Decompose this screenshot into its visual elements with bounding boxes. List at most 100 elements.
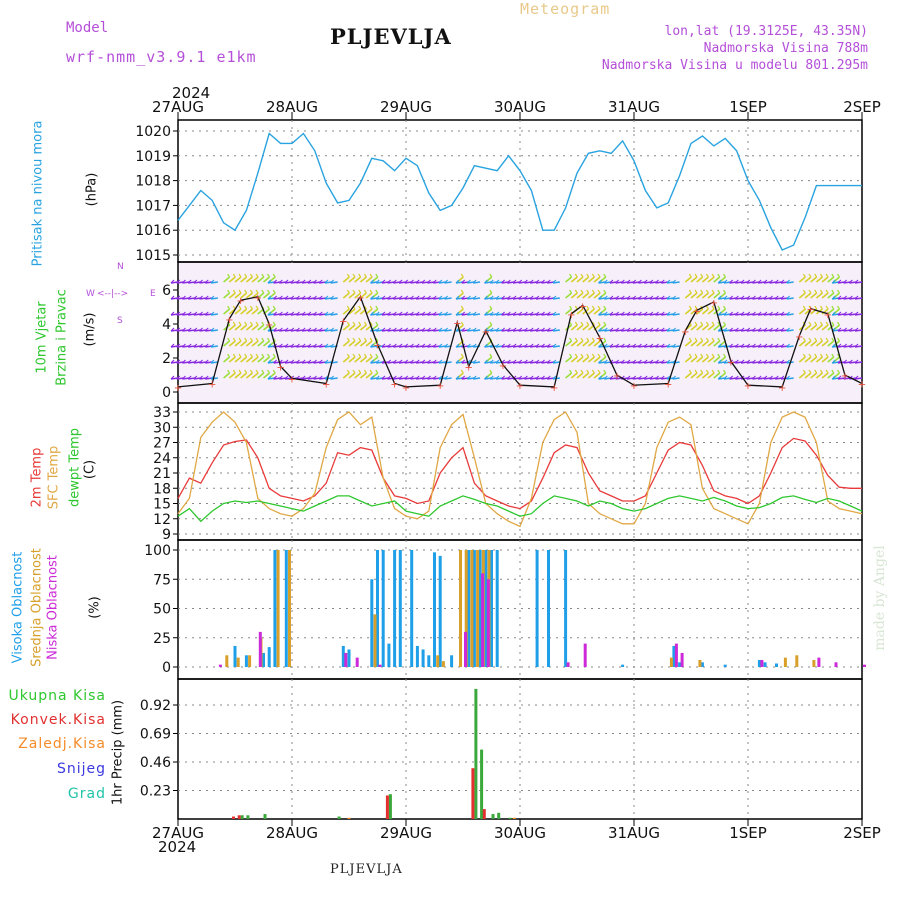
- wind-barb: [690, 356, 698, 363]
- wind-barb-flag: [506, 359, 511, 364]
- wind-barb-flag: [472, 343, 477, 348]
- wind-barb-flag: [723, 353, 726, 358]
- wind-barb: [798, 292, 806, 299]
- low-cloud-bar: [674, 643, 678, 667]
- wind-barb-flag: [193, 375, 198, 380]
- wind-barb-flag: [512, 343, 517, 348]
- wind-barb-flag: [170, 295, 175, 300]
- wind-barb-flag: [346, 289, 350, 294]
- wind-barb: [359, 276, 367, 283]
- wind-barb-flag: [261, 353, 265, 358]
- wind-barb: [672, 329, 680, 332]
- wind-barb-flag: [854, 279, 859, 284]
- wind-barb-flag: [398, 375, 403, 380]
- wind-barb-flag: [843, 343, 848, 348]
- wind-barb-flag: [819, 321, 823, 326]
- wind-barb-flag: [421, 375, 426, 380]
- wind-barb-flag: [199, 295, 203, 300]
- wind-barb-flag: [455, 359, 460, 364]
- high-cloud-bar: [467, 550, 471, 667]
- wind-barb-flag: [290, 327, 295, 332]
- wind-barb-flag: [802, 289, 806, 294]
- wind-barb-flag: [580, 337, 584, 342]
- wind-barb-flag: [541, 279, 545, 284]
- mid-cloud-bar: [470, 550, 474, 667]
- wind-barb-flag: [232, 369, 236, 374]
- wind-barb: [223, 308, 231, 315]
- wind-barb-flag: [375, 327, 380, 332]
- wind-gust-marker: +: [225, 315, 233, 326]
- wind-barb-flag: [603, 279, 608, 284]
- wind-barb-flag: [786, 279, 791, 284]
- wind-barb-flag: [649, 375, 654, 380]
- wind-barb-flag: [398, 327, 403, 332]
- wind-barb: [444, 281, 452, 284]
- wind-barb-flag: [729, 279, 734, 284]
- wind-barb-flag: [176, 279, 181, 284]
- wind-barb: [713, 292, 721, 299]
- wind-barb-flag: [444, 327, 449, 332]
- wind-barb: [713, 356, 721, 363]
- wind-barb-flag: [825, 321, 829, 326]
- wind-barb: [565, 340, 573, 347]
- wind-barb-flag: [421, 343, 426, 348]
- wind-gust-marker: +: [664, 380, 672, 391]
- wind-barb-flag: [603, 343, 608, 348]
- wind-barb-flag: [255, 321, 259, 326]
- high-cloud-bar: [376, 550, 379, 667]
- wind-barb: [262, 292, 271, 299]
- wind-barb: [342, 292, 350, 299]
- high-cloud-bar: [723, 664, 727, 667]
- x-tick-label-top: 29AUG: [380, 98, 432, 116]
- wind-barb-flag: [598, 311, 602, 316]
- wind-barb-flag: [586, 337, 590, 342]
- wind-barb-flag: [199, 375, 203, 380]
- wind-barb-flag: [694, 289, 698, 294]
- wind-barb: [472, 329, 481, 332]
- wind-barb-flag: [273, 375, 278, 380]
- wind-barb-flag: [267, 353, 270, 358]
- wind-barb-flag: [472, 311, 477, 316]
- y-tick-label: 21: [153, 466, 171, 482]
- wind-barb-flag: [369, 337, 373, 342]
- wind-barb-flag: [472, 279, 477, 284]
- wind-barb: [472, 297, 481, 300]
- wind-barb-flag: [375, 311, 380, 316]
- wind-barb-flag: [694, 337, 698, 342]
- sfc-temp-label: SFC Temp: [46, 445, 62, 510]
- wind-barb-flag: [763, 359, 768, 364]
- wind-barb-flag: [541, 343, 545, 348]
- wind-barb-flag: [802, 353, 806, 358]
- mid-cloud-bar: [436, 655, 440, 667]
- wind-barb-flag: [603, 375, 608, 380]
- wind-barb-flag: [506, 343, 511, 348]
- wind-barb-flag: [199, 279, 203, 284]
- wind-barb-flag: [837, 311, 842, 316]
- wind-barb-flag: [398, 343, 403, 348]
- wind-barb-flag: [649, 295, 654, 300]
- wind-barb: [798, 340, 806, 347]
- wind-barb-flag: [318, 343, 323, 348]
- wind-barb-flag: [848, 343, 853, 348]
- wind-barb: [234, 356, 242, 363]
- wind-barb: [827, 356, 835, 363]
- wind-barb: [786, 345, 794, 348]
- wind-barb: [245, 372, 253, 379]
- wind-barb: [245, 292, 253, 299]
- wind-barb-flag: [746, 311, 751, 316]
- wind-barb-flag: [552, 375, 557, 380]
- wind-barb-flag: [324, 295, 329, 300]
- wind-barb-flag: [381, 375, 386, 380]
- wind-barb-flag: [330, 279, 335, 284]
- wind-barb-flag: [375, 305, 379, 310]
- wind-barb-flag: [615, 327, 620, 332]
- wind-barb: [472, 313, 481, 316]
- wind-barb-flag: [199, 327, 203, 332]
- wind-barb-flag: [176, 311, 181, 316]
- wind-barb-flag: [843, 311, 848, 316]
- wind-barb-flag: [723, 295, 728, 300]
- wind-barb-flag: [421, 311, 426, 316]
- wind-barb-flag: [278, 343, 283, 348]
- wind-barb-flag: [187, 279, 192, 284]
